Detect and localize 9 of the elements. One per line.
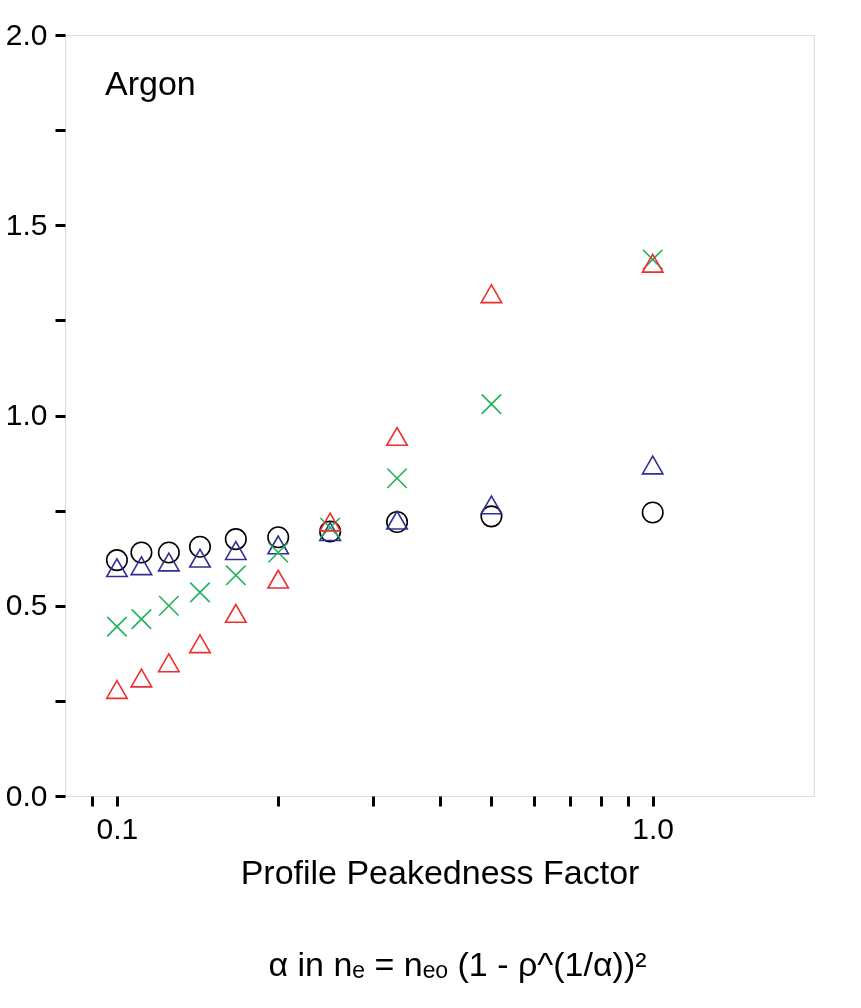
y-tick-label: 1.5 — [5, 207, 48, 241]
annotation: Argon — [105, 64, 196, 102]
y-tick-label: 0.5 — [5, 588, 48, 622]
x-axis-title: Profile Peakedness Factor — [240, 852, 640, 891]
text: α in nₑ = nₑₒ (1 - ρ^(1/α))² — [268, 945, 647, 983]
x-tick-label: 0.1 — [96, 811, 139, 845]
y-tick-label: 2.0 — [5, 17, 48, 51]
y-tick-label: 1.0 — [5, 398, 48, 431]
y-tick-label: 0.0 — [5, 778, 48, 812]
